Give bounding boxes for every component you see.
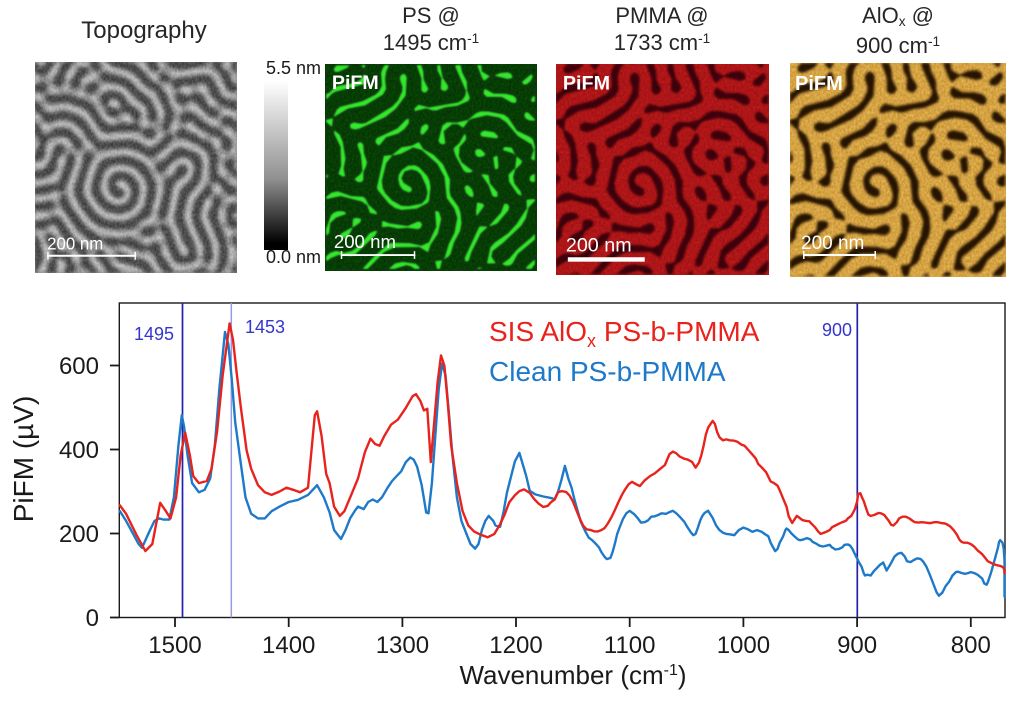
svg-text:Wavenumber (cm-1): Wavenumber (cm-1)	[459, 660, 686, 690]
svg-text:1453: 1453	[245, 317, 285, 337]
svg-text:900: 900	[837, 632, 877, 659]
svg-text:1100: 1100	[604, 632, 656, 659]
svg-text:Clean PS-b-PMMA: Clean PS-b-PMMA	[489, 356, 726, 387]
svg-text:200 nm: 200 nm	[47, 233, 103, 254]
svg-text:200 nm: 200 nm	[801, 233, 864, 254]
svg-text:1200: 1200	[489, 632, 542, 659]
svg-text:SIS AlOx PS-b-PMMA: SIS AlOx PS-b-PMMA	[489, 316, 760, 351]
svg-text:PiFM: PiFM	[563, 73, 610, 95]
svg-text:0: 0	[86, 605, 99, 632]
svg-text:PiFM (µV): PiFM (µV)	[8, 396, 39, 523]
svg-text:PiFM: PiFM	[795, 73, 843, 95]
svg-text:1400: 1400	[262, 632, 315, 659]
svg-text:400: 400	[59, 437, 99, 464]
svg-text:600: 600	[59, 353, 99, 380]
svg-text:200: 200	[59, 521, 99, 548]
svg-text:1300: 1300	[376, 632, 429, 659]
svg-text:900: 900	[822, 320, 852, 340]
svg-text:PiFM: PiFM	[332, 72, 379, 94]
svg-text:1000: 1000	[717, 632, 770, 659]
svg-text:1500: 1500	[148, 632, 201, 659]
svg-text:200 nm: 200 nm	[334, 231, 396, 252]
svg-text:1495: 1495	[134, 324, 174, 344]
svg-text:200 nm: 200 nm	[566, 234, 632, 256]
svg-text:800: 800	[951, 632, 991, 659]
